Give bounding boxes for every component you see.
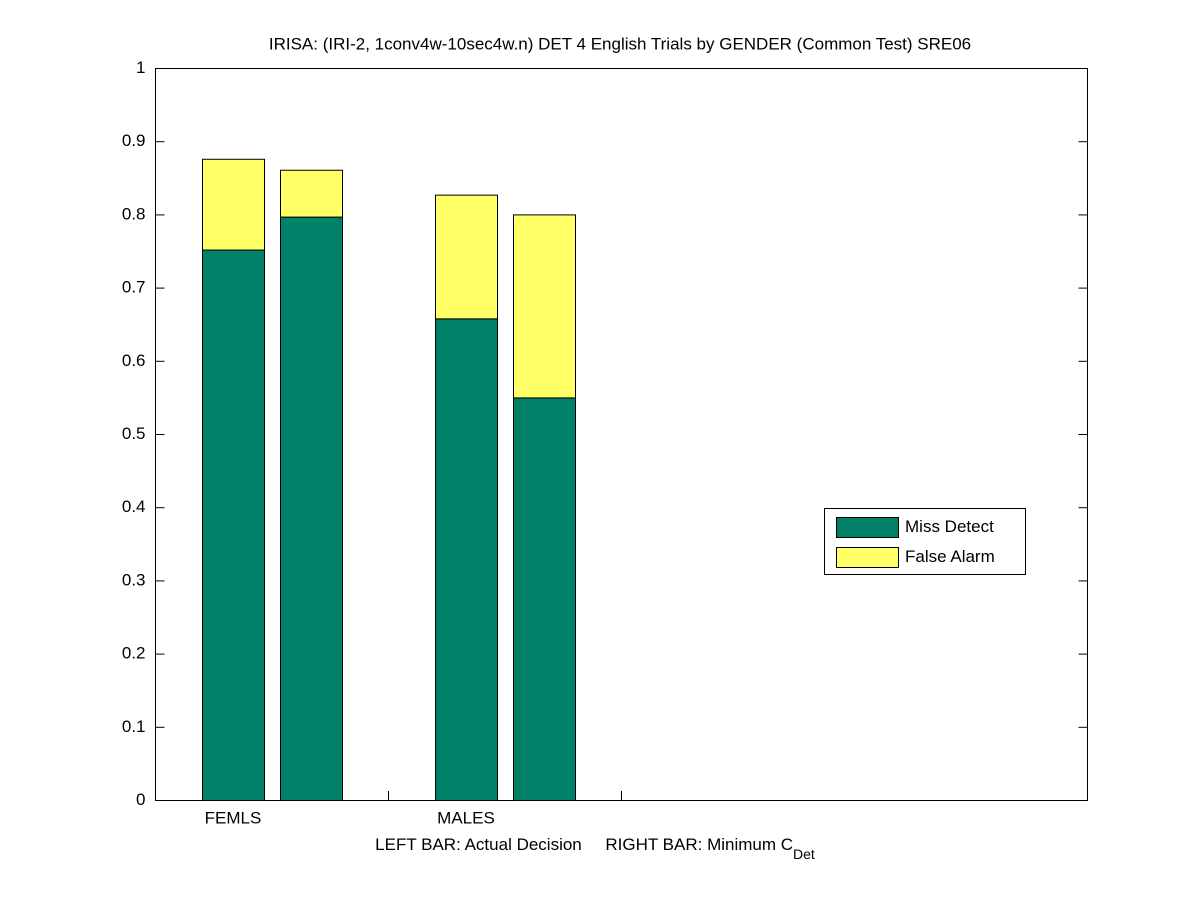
y-tick-label: 0.4 (122, 497, 146, 516)
y-tick-label: 0.5 (122, 424, 146, 443)
y-tick-label: 1 (136, 58, 145, 77)
bar-segment (435, 194, 498, 320)
bar-segment (202, 249, 265, 801)
y-tick-label: 0.7 (122, 278, 146, 297)
x-tick-label: MALES (437, 808, 495, 827)
bar-segment (513, 397, 576, 801)
y-tick-label: 0.2 (122, 644, 146, 663)
x-tick-label: FEMLS (205, 808, 262, 827)
bar-segment (202, 158, 265, 251)
x-axis-label-subscript: Det (793, 846, 815, 862)
x-axis-label-text: LEFT BAR: Actual Decision RIGHT BAR: Min… (375, 835, 793, 854)
bar-segment (435, 318, 498, 801)
plot-area (202, 158, 576, 801)
bar-segment (280, 169, 343, 218)
x-axis-label: LEFT BAR: Actual Decision RIGHT BAR: Min… (375, 835, 815, 861)
y-tick-label: 0 (136, 790, 145, 809)
chart-title: IRISA: (IRI-2, 1conv4w-10sec4w.n) DET 4 … (269, 34, 971, 53)
y-tick-label: 0.6 (122, 351, 146, 370)
legend-swatch (836, 517, 899, 538)
y-tick-label: 0.1 (122, 717, 146, 736)
y-tick-label: 0.8 (122, 204, 146, 223)
y-tick-label: 0.9 (122, 131, 146, 150)
bar-segment (280, 216, 343, 801)
legend-label: Miss Detect (905, 517, 994, 536)
y-tick-label: 0.3 (122, 570, 146, 589)
legend-label: False Alarm (905, 547, 995, 566)
legend-swatch (836, 547, 899, 568)
bar-segment (513, 214, 576, 399)
